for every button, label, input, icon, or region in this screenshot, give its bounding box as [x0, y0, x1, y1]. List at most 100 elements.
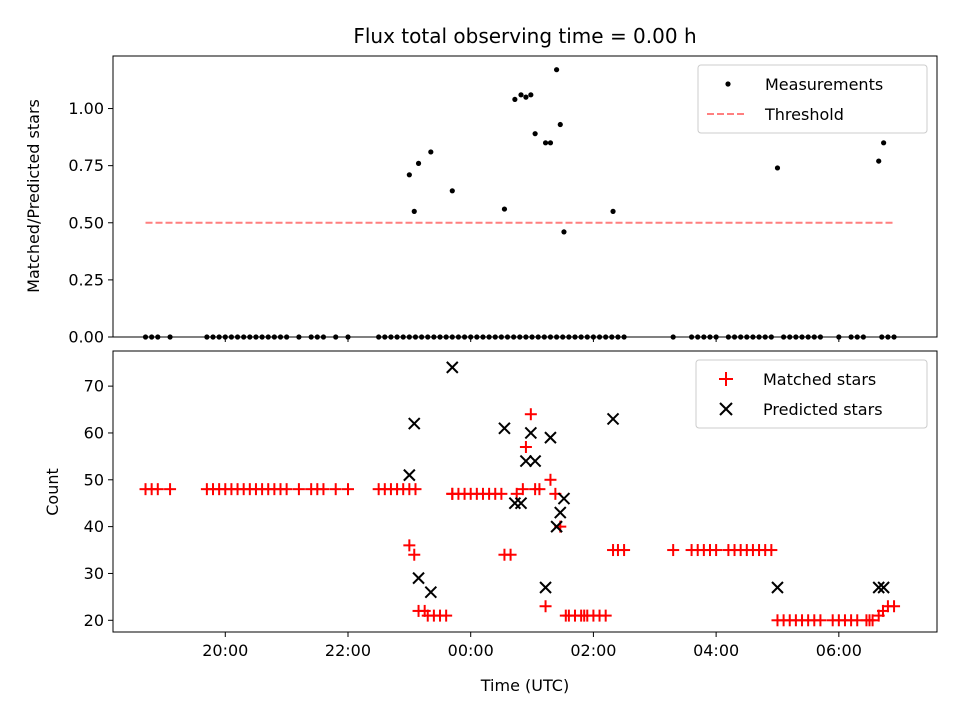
matched-stars-point: [533, 483, 546, 496]
matched-stars-point: [524, 408, 537, 421]
predicted-stars-point: [606, 412, 620, 426]
matched-stars-point: [341, 483, 354, 496]
matched-stars-point: [618, 544, 631, 557]
measurements-point: [774, 165, 781, 171]
measurements-point: [553, 67, 560, 73]
matched-stars-point: [504, 548, 517, 561]
measurements-point: [528, 92, 534, 98]
top-y-tick-label: 0.00: [68, 328, 104, 347]
matched-stars-point: [408, 548, 421, 561]
matched-stars-point: [888, 600, 901, 613]
predicted-stars-point: [771, 581, 784, 594]
matched-stars-point: [866, 614, 879, 627]
matched-stars-point: [516, 483, 529, 496]
predicted-stars-point: [446, 361, 459, 374]
bottom-y-tick-label: 70: [84, 377, 104, 396]
predicted-stars-point: [403, 468, 416, 482]
matched-stars-point: [409, 483, 422, 496]
bottom-y-tick-label: 20: [84, 611, 104, 630]
top-plot-frame: [112, 55, 938, 338]
measurements-point: [406, 172, 412, 178]
legend-threshold-label: Threshold: [764, 105, 844, 124]
bottom-y-tick-label: 60: [84, 423, 104, 442]
measurements-point: [449, 188, 455, 194]
measurements-point: [428, 149, 434, 155]
measurements-point: [411, 208, 417, 214]
measurements-point: [512, 96, 518, 103]
bottom-plot-frame: [112, 350, 938, 633]
bottom-y-ticks: 20 30 40 50 60 70: [84, 377, 113, 630]
matched-stars-point: [329, 483, 342, 496]
top-legend-box: [697, 64, 928, 134]
predicted-stars-point: [412, 571, 425, 585]
top-y-tick-label: 0.75: [68, 156, 104, 175]
matched-stars-point: [440, 609, 453, 622]
predicted-stars-point: [557, 492, 571, 505]
measurements-point: [518, 92, 524, 98]
bottom-x-ticks: 20:00 22:00 00:00 02:00 04:00 06:00: [202, 632, 862, 660]
legend-matched-label: Matched stars: [763, 370, 876, 389]
measurements-point: [532, 131, 538, 137]
top-y-ticks: 0.00 0.25 0.50 0.75 1.00: [68, 99, 113, 347]
bottom-y-tick-label: 40: [84, 517, 104, 536]
measurements-point: [542, 140, 549, 146]
predicted-stars-point: [514, 497, 528, 510]
top-y-tick-label: 1.00: [68, 99, 104, 118]
x-tick-label: 20:00: [202, 641, 248, 660]
matched-stars-point: [710, 544, 723, 557]
matched-stars-point: [403, 539, 416, 552]
predicted-stars-point: [528, 454, 542, 468]
chart-title: Flux total observing time = 0.00 h: [353, 24, 696, 48]
matched-stars-point: [539, 600, 552, 613]
matched-stars-point: [164, 483, 177, 496]
panel-bottom: 20 30 40 50 60 70 20:00 22:00 00:00 02:00 04:00 06…: [43, 350, 938, 695]
matched-stars-point: [814, 614, 827, 627]
measurements-point: [561, 229, 567, 235]
legend-predicted-label: Predicted stars: [763, 400, 883, 419]
bottom-data-layer: [139, 361, 901, 627]
legend-matched-marker: [719, 372, 733, 386]
measurements-point: [557, 121, 563, 128]
x-tick-label: 06:00: [816, 641, 862, 660]
predicted-stars-point: [408, 417, 421, 430]
matched-stars-point: [667, 544, 680, 557]
top-legend: Measurements Threshold: [697, 64, 928, 134]
predicted-stars-point: [498, 422, 511, 435]
measurements-point: [415, 160, 422, 166]
predicted-stars-point: [877, 581, 890, 594]
x-axis-label: Time (UTC): [480, 676, 569, 695]
measurements-point: [523, 94, 529, 100]
predicted-stars-point: [519, 454, 533, 468]
measurements-point: [610, 208, 616, 214]
bottom-legend-box: [695, 359, 928, 429]
bottom-legend: Matched stars Predicted stars: [695, 359, 928, 429]
predicted-stars-point: [554, 506, 567, 519]
matched-stars-point: [599, 609, 612, 622]
x-tick-label: 22:00: [325, 641, 371, 660]
measurements-point: [547, 140, 554, 146]
predicted-stars-point: [550, 520, 563, 533]
top-x-ticks: [224, 337, 840, 342]
panel-top: 0.00 0.25 0.50 0.75 1.00 Matched/Predicted s…: [24, 55, 938, 347]
predicted-stars-point: [539, 581, 552, 594]
x-tick-label: 04:00: [693, 641, 739, 660]
matched-stars-point: [317, 483, 330, 496]
x-tick-label: 00:00: [448, 641, 494, 660]
matched-stars-point: [495, 487, 508, 500]
bottom-y-axis-label: Count: [43, 468, 62, 516]
bottom-y-tick-label: 30: [84, 564, 104, 583]
measurements-point: [501, 206, 508, 212]
predicted-stars-point: [524, 426, 538, 440]
matched-stars-point: [292, 483, 305, 496]
measurements-point: [876, 158, 882, 164]
legend-predicted-marker: [719, 402, 733, 416]
predicted-stars-point: [508, 497, 522, 510]
matched-stars-point: [519, 441, 532, 454]
predicted-stars-point: [424, 585, 438, 599]
legend-measurements-marker: [725, 81, 731, 87]
measurements-point: [881, 140, 887, 146]
bottom-y-tick-label: 50: [84, 470, 104, 489]
matched-stars-point: [280, 483, 293, 496]
predicted-stars-point: [544, 431, 557, 444]
